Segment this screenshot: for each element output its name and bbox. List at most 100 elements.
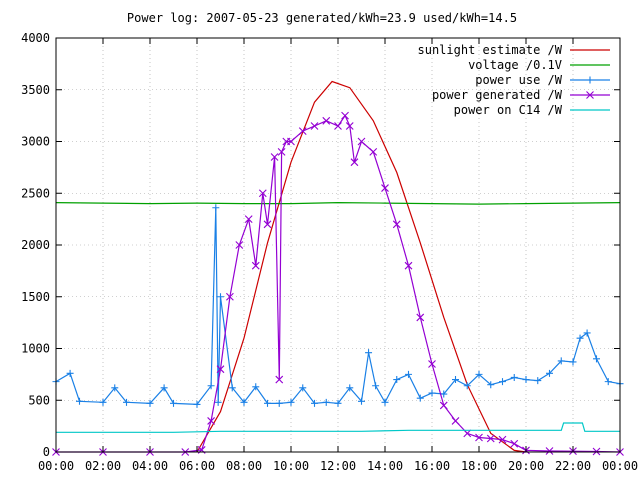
data-point (534, 377, 542, 385)
data-point (369, 147, 378, 156)
y-tick-label: 0 (43, 445, 50, 459)
series-line (56, 114, 621, 453)
data-point (463, 382, 471, 390)
data-point (322, 398, 330, 406)
data-point (311, 399, 318, 407)
data-point (604, 378, 612, 386)
y-tick-label: 2000 (21, 238, 50, 252)
series-1 (55, 201, 621, 205)
data-point (240, 398, 248, 406)
series-3 (52, 111, 624, 456)
x-tick-label: 22:00 (555, 459, 591, 473)
data-point (393, 376, 401, 384)
data-point (252, 383, 260, 391)
data-point (487, 381, 495, 389)
legend-label: power generated /W (432, 88, 563, 102)
data-point (372, 382, 380, 390)
data-point (235, 241, 244, 249)
data-point (545, 447, 554, 455)
data-point (76, 397, 83, 405)
data-point (583, 329, 591, 337)
legend-marker (586, 76, 594, 84)
data-point (298, 127, 307, 136)
data-point (416, 313, 425, 322)
axis-ticks: 0 500 1000 1500 2000 2500 3000 3500 4000 00:00 02:… (21, 31, 638, 473)
x-tick-label: 10:00 (273, 459, 309, 473)
data-point (111, 384, 119, 392)
data-point (357, 137, 366, 146)
data-point (299, 384, 307, 392)
data-point (486, 434, 495, 443)
data-point (350, 158, 359, 167)
grid-lines (56, 38, 620, 452)
data-point (275, 399, 283, 407)
data-point (345, 122, 354, 130)
data-point (207, 382, 215, 390)
data-point (341, 111, 349, 120)
legend-label: power on C14 /W (454, 103, 563, 117)
data-point (322, 116, 331, 125)
data-point (226, 292, 234, 301)
data-point (99, 398, 107, 406)
data-point (452, 376, 459, 384)
data-point (258, 189, 267, 198)
data-point (217, 293, 224, 301)
data-point (404, 261, 413, 270)
data-point (216, 365, 225, 374)
data-point (592, 447, 601, 456)
data-point (264, 399, 271, 407)
data-point (451, 417, 460, 425)
x-tick-label: 00:00 (38, 459, 74, 473)
data-point (428, 389, 436, 397)
data-point (522, 376, 530, 384)
series-layer (52, 80, 624, 456)
legend-label: voltage /0.1V (468, 58, 562, 72)
data-point (310, 122, 319, 130)
data-point (160, 384, 168, 392)
legend-label: sunlight estimate /W (418, 43, 563, 57)
data-point (214, 398, 222, 406)
y-tick-label: 2500 (21, 186, 50, 200)
x-tick-label: 12:00 (320, 459, 356, 473)
data-point (475, 370, 483, 378)
data-point (146, 399, 154, 407)
y-tick-label: 1000 (21, 342, 50, 356)
data-point (593, 355, 600, 363)
x-tick-label: 14:00 (367, 459, 403, 473)
data-point (123, 398, 130, 406)
y-tick-label: 4000 (21, 31, 50, 45)
data-point (392, 220, 401, 229)
data-point (212, 204, 220, 212)
data-point (416, 394, 424, 402)
series-line (196, 80, 527, 453)
data-point (475, 433, 483, 442)
data-point (287, 137, 295, 146)
chart-title: Power log: 2007-05-23 generated/kWh=23.9… (127, 11, 517, 25)
data-point (170, 399, 177, 407)
data-point (334, 399, 342, 407)
data-point (428, 360, 436, 368)
data-point (381, 398, 389, 406)
y-tick-label: 500 (28, 393, 50, 407)
data-point (277, 147, 286, 156)
series-0 (196, 80, 527, 453)
data-point (546, 369, 553, 377)
x-tick-label: 16:00 (414, 459, 450, 473)
data-point (228, 384, 236, 392)
series-4 (56, 422, 620, 433)
data-point (576, 334, 584, 342)
data-point (275, 375, 284, 384)
data-point (287, 398, 295, 406)
data-point (346, 384, 354, 392)
data-point (193, 400, 201, 408)
data-point (244, 215, 253, 224)
data-point (439, 401, 448, 410)
data-point (498, 435, 507, 444)
x-tick-label: 00:00 (602, 459, 638, 473)
data-point (510, 439, 519, 448)
series-2 (52, 204, 624, 408)
data-point (334, 122, 342, 130)
x-tick-label: 02:00 (85, 459, 121, 473)
